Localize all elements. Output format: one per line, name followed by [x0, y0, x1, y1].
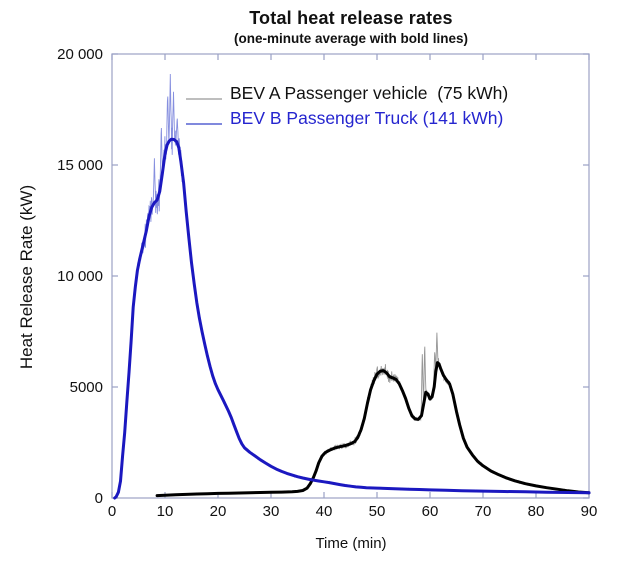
- y-tick-label: 20 000: [57, 46, 103, 63]
- y-tick-label: 10 000: [57, 268, 103, 285]
- x-tick-label: 40: [315, 503, 333, 520]
- x-tick-label: 50: [368, 503, 386, 520]
- y-tick-label: 15 000: [57, 157, 103, 174]
- x-tick-label: 70: [474, 503, 492, 520]
- legend-line-swatch: [186, 98, 222, 100]
- y-tick-label: 0: [94, 490, 103, 507]
- y-tick-label: 5000: [69, 379, 103, 396]
- legend-item-0: BEV A Passenger vehicle (75 kWh): [186, 83, 508, 103]
- legend-item-1: BEV B Passenger Truck (141 kWh): [186, 108, 503, 128]
- x-tick-label: 30: [262, 503, 280, 520]
- legend-label: BEV B Passenger Truck (141 kWh): [230, 108, 504, 128]
- series-1-bold-line: [113, 137, 591, 500]
- chart-title: Total heat release rates: [249, 8, 453, 28]
- series-1-thin-line: [114, 73, 590, 499]
- series-0-bold-line: [155, 361, 591, 498]
- x-tick-label: 90: [580, 503, 598, 520]
- series-0-thin-line: [156, 332, 590, 497]
- x-tick-label: 0: [107, 503, 117, 520]
- chart-subtitle: (one-minute average with bold lines): [233, 31, 469, 46]
- x-axis-title: Time (min): [315, 535, 387, 552]
- x-tick-label: 60: [421, 503, 439, 520]
- legend-label: BEV A Passenger vehicle (75 kWh): [230, 83, 509, 103]
- legend-line-swatch: [186, 123, 222, 125]
- x-tick-label: 20: [209, 503, 227, 520]
- x-tick-label: 10: [156, 503, 174, 520]
- x-tick-label: 80: [527, 503, 545, 520]
